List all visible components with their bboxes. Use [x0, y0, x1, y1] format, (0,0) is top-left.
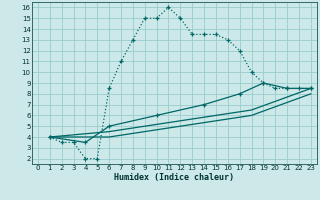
X-axis label: Humidex (Indice chaleur): Humidex (Indice chaleur): [115, 173, 234, 182]
